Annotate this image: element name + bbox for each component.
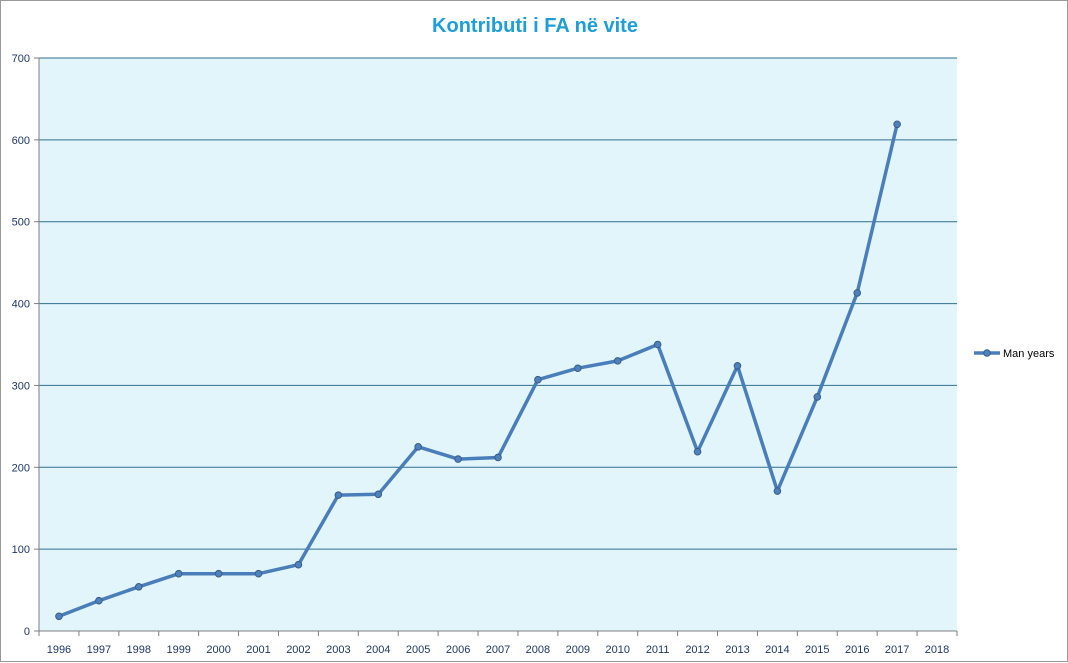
data-point: [653, 340, 662, 349]
x-tick-label: 2007: [486, 644, 510, 656]
x-tick-label: 2009: [566, 644, 590, 656]
data-point: [454, 455, 462, 463]
x-tick-label: 2018: [925, 644, 949, 656]
data-point: [95, 596, 103, 605]
x-tick-label: 2013: [725, 644, 749, 656]
data-point: [613, 357, 622, 365]
x-axis-ticks: 1996 1997 1998 1999 2000 2001 2002 2003 2004 2005…: [38, 631, 958, 656]
x-tick-label: 2010: [605, 644, 629, 656]
x-tick-label: 2006: [446, 644, 470, 656]
data-point: [174, 569, 183, 578]
data-point: [853, 289, 862, 297]
x-tick-label: 2000: [206, 644, 230, 656]
data-point: [574, 364, 582, 373]
data-point: [214, 569, 223, 578]
data-point: [414, 443, 422, 451]
y-tick-label: 100: [12, 544, 30, 556]
data-point: [773, 487, 782, 495]
legend-label: Man years: [1003, 348, 1055, 360]
x-tick-label: 2016: [845, 644, 869, 656]
x-tick-label: 2002: [286, 644, 310, 656]
y-tick-label: 700: [12, 53, 30, 65]
gridlines: [39, 57, 957, 550]
data-point: [134, 582, 143, 591]
series-layer: [55, 120, 901, 621]
chart-title: Kontributi i FA në vite: [432, 15, 638, 37]
data-point: [494, 453, 502, 462]
y-tick-label: 300: [12, 380, 30, 392]
y-tick-label: 0: [24, 626, 30, 638]
data-point: [534, 375, 542, 384]
data-point: [374, 490, 383, 499]
legend-marker: [983, 349, 991, 357]
axes: [38, 58, 957, 632]
data-point: [733, 361, 742, 370]
x-tick-label: 2014: [765, 644, 789, 656]
y-tick-label: 400: [12, 299, 30, 311]
data-point: [813, 393, 822, 401]
x-tick-label: 2012: [685, 644, 709, 656]
x-tick-label: 2011: [646, 644, 670, 656]
data-point: [55, 612, 63, 621]
data-point: [334, 491, 343, 499]
x-tick-label: 2008: [526, 644, 550, 656]
data-point: [693, 447, 702, 456]
x-tick-label: 1996: [47, 644, 71, 656]
data-point: [254, 569, 263, 578]
y-tick-label: 500: [12, 217, 30, 229]
y-axis-ticks: 0 100 200 300 400 500 600 700: [12, 53, 39, 638]
x-tick-label: 1999: [166, 644, 190, 656]
data-point: [294, 560, 303, 569]
series-line: [57, 122, 899, 619]
x-tick-label: 2001: [246, 644, 270, 656]
data-point: [893, 120, 901, 129]
y-tick-label: 200: [12, 462, 30, 474]
x-tick-label: 2003: [326, 644, 350, 656]
plot-area: [39, 58, 957, 631]
x-tick-label: 2005: [406, 644, 430, 656]
legend: Man years: [974, 348, 1055, 360]
y-tick-label: 600: [12, 135, 30, 147]
x-tick-label: 2015: [805, 644, 829, 656]
x-tick-label: 2017: [885, 644, 909, 656]
x-tick-label: 2004: [366, 644, 390, 656]
x-tick-label: 1998: [127, 644, 151, 656]
x-tick-label: 1997: [87, 644, 111, 656]
